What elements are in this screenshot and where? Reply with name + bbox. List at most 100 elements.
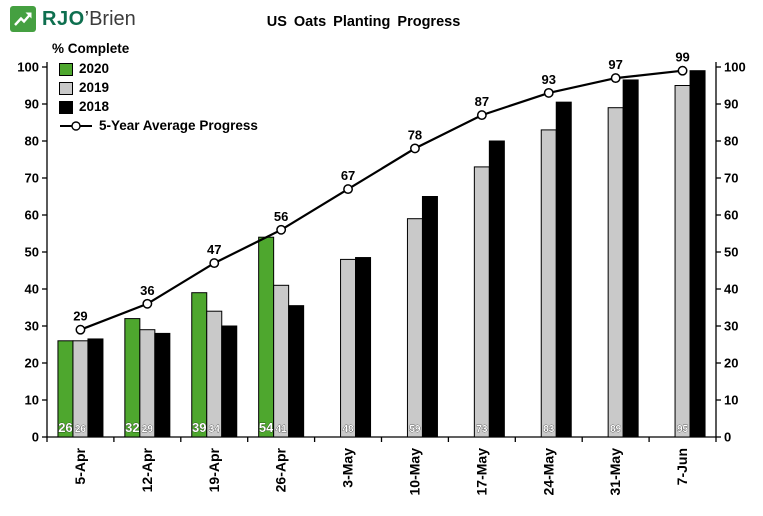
y-tick-label-left: 100 — [17, 60, 39, 75]
line-marker — [343, 184, 353, 195]
bar-label: 26 — [75, 424, 87, 435]
line-marker — [543, 87, 554, 98]
bar-2019 — [674, 85, 691, 438]
y-tick-label-left: 90 — [25, 97, 39, 112]
logo-text-secondary: ’Brien — [84, 7, 136, 30]
y-tick-label-right: 20 — [724, 356, 738, 371]
bar-label: 39 — [192, 420, 206, 435]
bar-2019 — [340, 258, 357, 438]
x-tick-label: 10-May — [406, 448, 422, 496]
y-tick-label-right: 80 — [724, 134, 738, 149]
legend-item-2018: 2018 — [59, 100, 258, 114]
line-label: 29 — [73, 309, 87, 324]
legend-item-5-year-average-progress: 5-Year Average Progress — [59, 119, 258, 133]
bar-2018 — [154, 332, 171, 438]
line-label: 97 — [608, 57, 622, 72]
logo-icon — [10, 6, 36, 32]
bar-2019 — [607, 107, 624, 438]
y-tick-label-right: 90 — [724, 97, 738, 112]
bar-2020 — [191, 292, 208, 438]
line-marker — [476, 110, 487, 121]
bar-label: 26 — [58, 420, 72, 435]
y-tick-label-left: 0 — [32, 430, 39, 445]
bar-2018 — [622, 79, 639, 438]
line-marker — [276, 224, 287, 235]
x-tick-label: 31-May — [607, 448, 623, 496]
x-tick-label: 7-Jun — [674, 448, 690, 485]
y-tick-label-left: 50 — [25, 245, 39, 260]
legend-label: 5-Year Average Progress — [99, 118, 258, 133]
line-marker — [142, 298, 153, 309]
line-marker — [75, 324, 86, 335]
chart-title: US Oats Planting Progress — [266, 14, 461, 30]
legend: 2020 2019 2018 5-Year Average Progress — [59, 62, 258, 133]
line-label: 67 — [341, 168, 355, 183]
bar-2018 — [221, 325, 238, 438]
bar-2019 — [473, 166, 490, 438]
y-tick-label-right: 40 — [724, 282, 738, 297]
bar-label: 83 — [543, 424, 555, 435]
legend-swatch — [59, 62, 73, 76]
legend-item-2020: 2020 — [59, 62, 258, 76]
bar-2018 — [288, 305, 305, 438]
legend-swatch — [59, 100, 73, 114]
x-tick-label: 12-Apr — [139, 447, 155, 492]
legend-label: 2019 — [79, 80, 110, 95]
x-tick-label: 17-May — [473, 448, 489, 496]
bar-2019 — [206, 310, 223, 438]
line-label: 99 — [675, 50, 689, 65]
bar-2018 — [355, 257, 372, 438]
average-line — [80, 69, 683, 331]
y-axis-title: % Complete — [52, 41, 130, 56]
logo-text: RJO’Brien — [42, 8, 136, 31]
legend-item-2019: 2019 — [59, 81, 258, 95]
y-tick-label-left: 60 — [25, 208, 39, 223]
bar-2020 — [258, 236, 275, 438]
line-marker — [209, 258, 220, 269]
y-tick-label-left: 10 — [25, 393, 39, 408]
bar-2018 — [421, 196, 438, 438]
bar-2019 — [72, 340, 89, 438]
line-label: 47 — [207, 242, 221, 257]
x-tick-label: 19-Apr — [206, 447, 222, 492]
bar-2018 — [689, 70, 706, 438]
x-tick-label: 26-Apr — [273, 447, 289, 492]
bar-label: 48 — [342, 424, 354, 435]
bar-2019 — [540, 129, 557, 438]
legend-label: 2020 — [79, 61, 110, 76]
brand-logo: RJO’Brien — [10, 6, 136, 32]
bar-2018 — [555, 101, 572, 438]
y-tick-label-left: 30 — [25, 319, 39, 334]
bar-label: 89 — [610, 424, 622, 435]
y-tick-label-right: 50 — [724, 245, 738, 260]
line-marker — [410, 143, 420, 154]
bar-label: 41 — [276, 424, 288, 435]
line-marker — [677, 65, 688, 76]
line-label: 78 — [408, 127, 422, 142]
y-tick-label-right: 10 — [724, 393, 738, 408]
bar-2018 — [488, 140, 505, 438]
y-tick-label-right: 60 — [724, 208, 738, 223]
y-tick-label-left: 40 — [25, 282, 39, 297]
bar-label: 32 — [125, 420, 139, 435]
bar-2018 — [87, 338, 104, 438]
line-label: 93 — [542, 72, 556, 87]
line-label: 36 — [140, 283, 154, 298]
bar-2019 — [139, 329, 156, 438]
bar-label: 73 — [476, 424, 488, 435]
y-tick-label-left: 70 — [25, 171, 39, 186]
bar-label: 95 — [677, 424, 689, 435]
line-label: 56 — [274, 209, 288, 224]
logo-text-primary: RJO — [42, 7, 85, 30]
y-tick-label-right: 30 — [724, 319, 738, 334]
bar-label: 59 — [409, 424, 421, 435]
x-tick-label: 24-May — [540, 448, 556, 496]
y-tick-label-right: 100 — [724, 60, 746, 75]
x-tick-label: 3-May — [340, 448, 356, 488]
line-label: 87 — [475, 94, 489, 109]
bar-label: 29 — [142, 424, 154, 435]
x-tick-label: 5-Apr — [72, 447, 88, 484]
legend-line-sample — [60, 121, 92, 131]
y-tick-label-left: 80 — [25, 134, 39, 149]
